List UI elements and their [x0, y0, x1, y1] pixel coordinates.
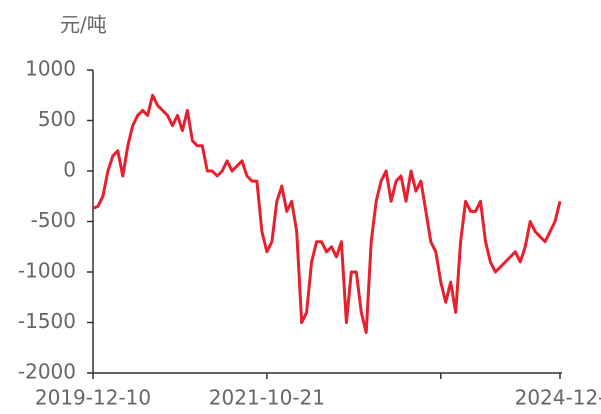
line	[92, 93, 562, 335]
y-tick-label: 1000	[25, 57, 76, 81]
y-unit: 元/吨	[60, 13, 107, 37]
y-tick-label: 500	[38, 107, 76, 131]
y-tick-label: -1000	[18, 259, 76, 283]
y-tick-label: 0	[63, 158, 76, 182]
x-tick-label: 2019-12-10	[35, 386, 151, 410]
y-tick-label: -500	[31, 208, 76, 232]
x-tick-label: 2021-10-21	[209, 386, 325, 410]
x-tick-label: 2024-12-	[515, 386, 601, 410]
y-tick-label: -1500	[18, 309, 76, 333]
y-tick-label: -2000	[18, 360, 76, 384]
